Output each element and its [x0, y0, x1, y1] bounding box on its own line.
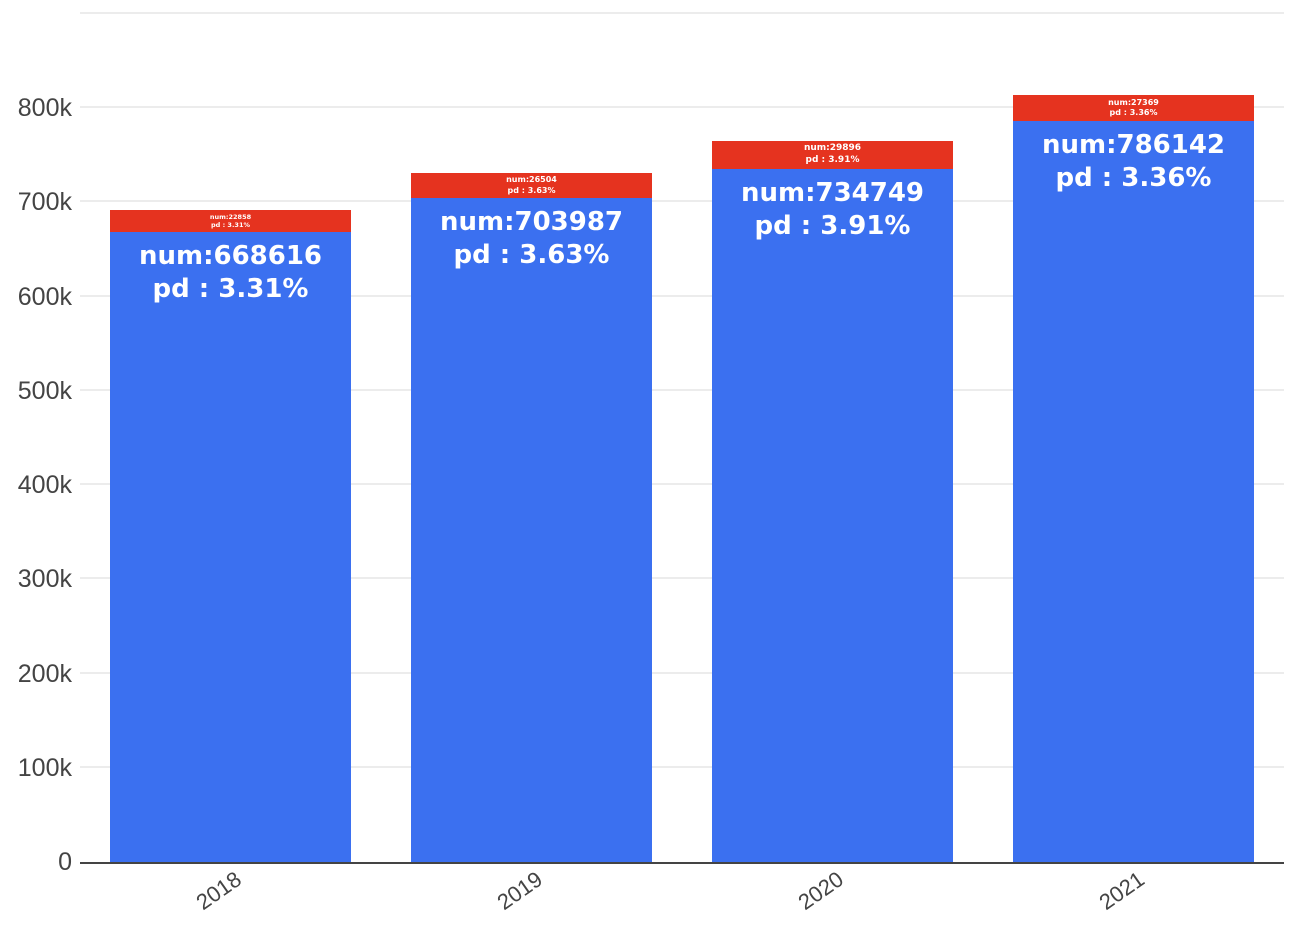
- red-pd-value: pd : 3.31%: [211, 221, 250, 229]
- y-tick-label-100k: 100k: [17, 753, 72, 782]
- bar-group-2019[interactable]: num:26504 pd : 3.63% num:703987 pd : 3.6…: [411, 173, 652, 862]
- gridline-800k: [80, 106, 1284, 108]
- pd-value: pd : 3.91%: [754, 211, 911, 241]
- gridline-unlabeled: [80, 11, 1284, 14]
- bar-segment-num-2021[interactable]: num:786142 pd : 3.36%: [1013, 121, 1254, 862]
- y-tick-label-300k: 300k: [17, 565, 72, 594]
- red-pd-value: pd : 3.63%: [507, 185, 556, 195]
- bar-label-num-2018: num:668616 pd : 3.31%: [110, 240, 351, 306]
- red-pd-value: pd : 3.91%: [805, 155, 860, 165]
- y-tick-label-600k: 600k: [17, 282, 72, 311]
- bar-group-2021[interactable]: num:27369 pd : 3.36% num:786142 pd : 3.3…: [1013, 95, 1254, 862]
- x-tick-label-2019: 2019: [492, 866, 547, 915]
- bar-segment-num-2018[interactable]: num:668616 pd : 3.31%: [110, 232, 351, 862]
- bar-segment-red-2018[interactable]: num:22858 pd : 3.31%: [110, 210, 351, 232]
- bar-label-red-2021: num:27369 pd : 3.36%: [1108, 98, 1159, 119]
- bar-group-2018[interactable]: num:22858 pd : 3.31% num:668616 pd : 3.3…: [110, 210, 351, 862]
- bar-segment-num-2020[interactable]: num:734749 pd : 3.91%: [712, 169, 953, 862]
- num-value: num:786142: [1041, 130, 1226, 160]
- y-axis-tick-labels: 0 100k 200k 300k 400k 500k 600k 700k 800k: [0, 0, 76, 946]
- y-tick-label-400k: 400k: [17, 471, 72, 499]
- bar-segment-red-2019[interactable]: num:26504 pd : 3.63%: [411, 173, 652, 198]
- gridline-600k: [80, 294, 1284, 297]
- bar-label-num-2021: num:786142 pd : 3.36%: [1013, 129, 1254, 195]
- y-tick-label-700k: 700k: [17, 188, 72, 217]
- bar-label-num-2020: num:734749 pd : 3.91%: [712, 177, 953, 243]
- bar-label-num-2019: num:703987 pd : 3.63%: [411, 206, 652, 272]
- bar-segment-red-2021[interactable]: num:27369 pd : 3.36%: [1013, 95, 1254, 121]
- bar-label-red-2019: num:26504 pd : 3.63%: [506, 175, 557, 196]
- bar-group-2020[interactable]: num:29896 pd : 3.91% num:734749 pd : 3.9…: [712, 141, 953, 862]
- red-num-value: num:26504: [506, 175, 557, 185]
- x-tick-label-2020: 2020: [793, 866, 848, 915]
- gridline-200k: [80, 671, 1284, 674]
- bar-label-red-2018: num:22858 pd : 3.31%: [210, 213, 251, 230]
- gridline-700k: [80, 200, 1284, 203]
- red-num-value: num:29896: [803, 143, 862, 154]
- pd-value: pd : 3.63%: [453, 240, 610, 270]
- num-value: num:734749: [740, 178, 925, 208]
- red-num-value: num:27369: [1108, 97, 1159, 107]
- red-num-value: num:22858: [209, 212, 252, 221]
- gridline-100k: [80, 765, 1284, 768]
- pd-value: pd : 3.36%: [1055, 163, 1212, 193]
- gridline-300k: [80, 577, 1284, 580]
- y-tick-label-0: 0: [58, 848, 72, 876]
- bar-segment-red-2020[interactable]: num:29896 pd : 3.91%: [712, 141, 953, 169]
- gridline-400k: [80, 483, 1284, 485]
- num-value: num:668616: [138, 241, 323, 271]
- pd-value: pd : 3.31%: [152, 274, 309, 304]
- plot-area: num:22858 pd : 3.31% num:668616 pd : 3.3…: [80, 0, 1284, 864]
- x-tick-label-2021: 2021: [1094, 866, 1149, 915]
- bar-label-red-2020: num:29896 pd : 3.91%: [804, 143, 861, 166]
- x-tick-label-2018: 2018: [191, 866, 246, 915]
- red-pd-value: pd : 3.36%: [1109, 108, 1158, 117]
- bar-segment-num-2019[interactable]: num:703987 pd : 3.63%: [411, 198, 652, 862]
- num-value: num:703987: [439, 207, 624, 237]
- gridline-500k: [80, 388, 1284, 391]
- y-tick-label-500k: 500k: [17, 376, 72, 405]
- y-tick-label-200k: 200k: [17, 659, 72, 688]
- y-tick-label-800k: 800k: [17, 94, 72, 122]
